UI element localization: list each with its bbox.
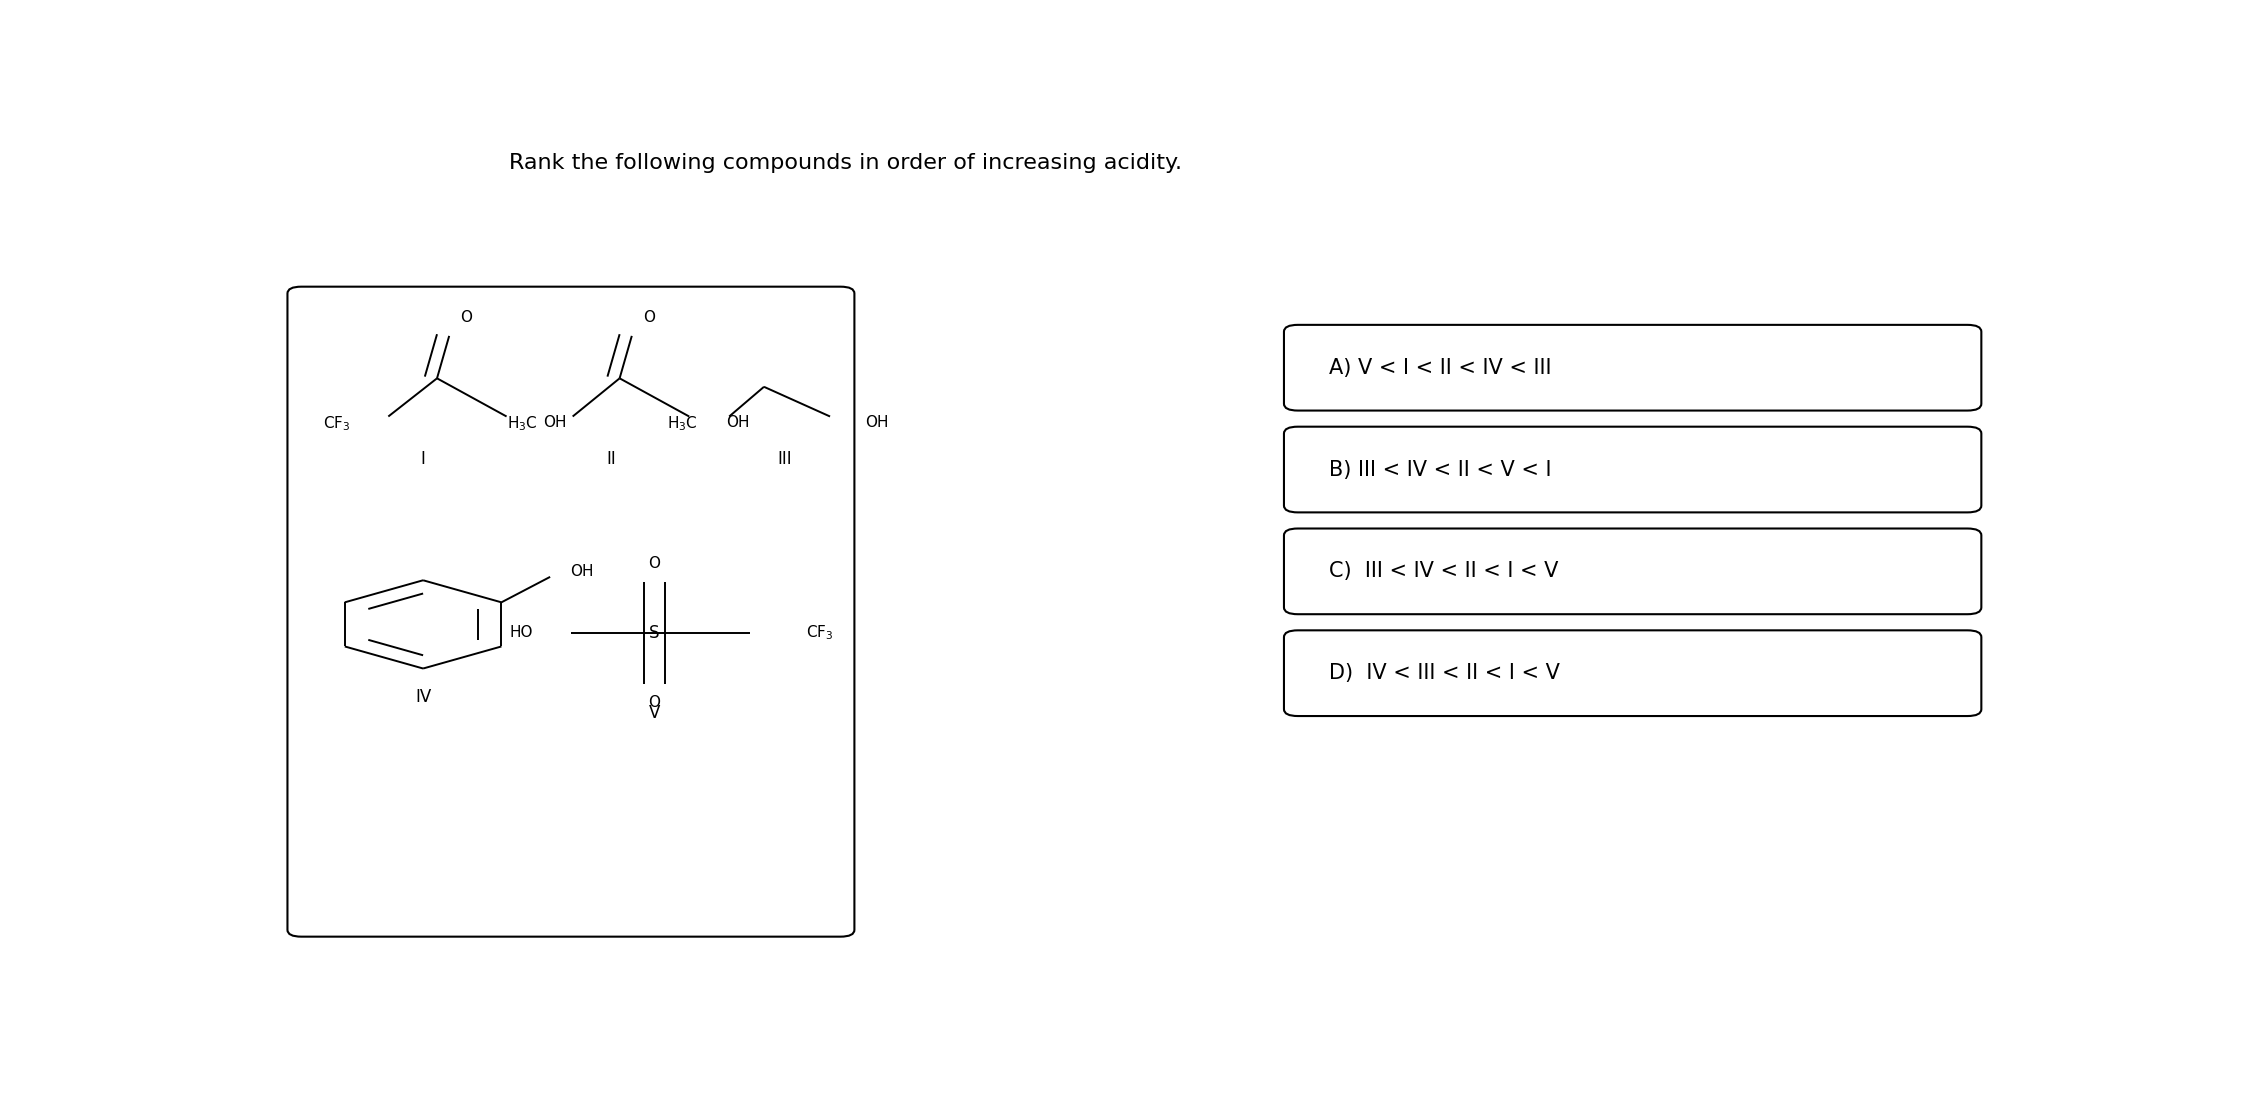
Text: OH: OH (725, 415, 749, 430)
Text: III: III (776, 450, 792, 468)
Text: HO: HO (509, 625, 532, 640)
Text: D)  IV < III < II < I < V: D) IV < III < II < I < V (1328, 663, 1560, 683)
Text: O: O (644, 310, 655, 325)
Text: IV: IV (415, 688, 431, 705)
Text: C)  III < IV < II < I < V: C) III < IV < II < I < V (1328, 561, 1560, 582)
FancyBboxPatch shape (1284, 529, 1981, 614)
Text: S: S (649, 624, 660, 641)
Text: OH: OH (864, 415, 889, 430)
FancyBboxPatch shape (1284, 630, 1981, 716)
Text: O: O (649, 555, 660, 571)
Text: OH: OH (570, 564, 592, 580)
Text: II: II (606, 450, 615, 468)
FancyBboxPatch shape (287, 287, 855, 937)
Text: CF$_3$: CF$_3$ (323, 414, 350, 433)
Text: V: V (649, 704, 660, 723)
Text: CF$_3$: CF$_3$ (806, 624, 833, 642)
FancyBboxPatch shape (1284, 325, 1981, 411)
Text: OH: OH (543, 415, 565, 430)
Text: A) V < I < II < IV < III: A) V < I < II < IV < III (1328, 358, 1551, 378)
Text: H$_3$C: H$_3$C (666, 414, 698, 433)
Text: B) III < IV < II < V < I: B) III < IV < II < V < I (1328, 460, 1551, 479)
Text: Rank the following compounds in order of increasing acidity.: Rank the following compounds in order of… (509, 153, 1183, 173)
FancyBboxPatch shape (1284, 426, 1981, 512)
Text: O: O (649, 695, 660, 710)
Text: O: O (460, 310, 473, 325)
Text: H$_3$C: H$_3$C (507, 414, 539, 433)
Text: I: I (420, 450, 426, 468)
